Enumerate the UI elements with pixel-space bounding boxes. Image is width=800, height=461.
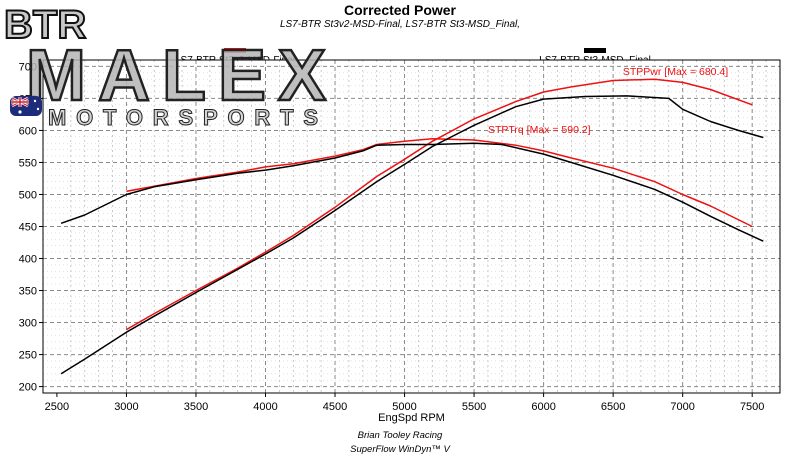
footer-credit: Brian Tooley Racing xyxy=(357,430,443,441)
chart-title: Corrected Power xyxy=(343,2,457,18)
x-tick-label: 7000 xyxy=(670,401,694,413)
x-tick-label: 5000 xyxy=(392,401,416,413)
x-tick-label: 5500 xyxy=(462,401,486,413)
y-tick-label: 450 xyxy=(19,222,37,234)
legend-swatch-red xyxy=(224,48,246,53)
y-tick-label: 650 xyxy=(19,93,37,105)
x-tick-label: 2500 xyxy=(45,401,69,413)
series-red-stppwr xyxy=(126,78,753,331)
series-black-stppwr xyxy=(60,95,764,375)
x-tick-label: 4500 xyxy=(323,401,347,413)
x-tick-label: 4000 xyxy=(253,401,277,413)
y-tick-label: 550 xyxy=(19,157,37,169)
x-tick-label: 6500 xyxy=(601,401,625,413)
annotation-label: STPPwr [Max = 680.4] xyxy=(623,66,728,78)
x-tick-label: 7500 xyxy=(740,401,764,413)
y-tick-label: 500 xyxy=(19,189,37,201)
y-tick-label: 250 xyxy=(19,350,37,362)
x-tick-label: 3000 xyxy=(114,401,138,413)
series-red-stptrq xyxy=(126,138,753,228)
annotation-label: STPTrq [Max = 590.2] xyxy=(488,124,591,136)
y-tick-label: 200 xyxy=(19,382,37,394)
x-tick-label: 6000 xyxy=(531,401,555,413)
chart-subtitle: LS7-BTR St3v2-MSD-Final, LS7-BTR St3-MSD… xyxy=(279,19,521,30)
y-tick-label: 400 xyxy=(19,254,37,266)
footer-software: SuperFlow WinDyn™ V xyxy=(350,444,450,455)
x-axis-label: EngSpd RPM xyxy=(378,412,445,424)
legend-swatch-black xyxy=(584,48,606,53)
series-black-stptrq xyxy=(60,142,764,242)
y-tick-label: 300 xyxy=(19,318,37,330)
y-tick-label: 350 xyxy=(19,286,37,298)
y-tick-label: 600 xyxy=(19,125,37,137)
y-tick-label: 700 xyxy=(19,61,37,73)
x-tick-label: 3500 xyxy=(184,401,208,413)
